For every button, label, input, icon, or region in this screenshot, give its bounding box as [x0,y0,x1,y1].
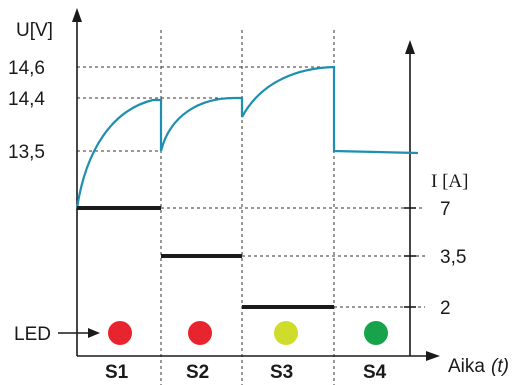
led-label: LED [14,324,51,345]
current-tick-label: 2 [440,298,451,319]
stage-label-s3: S3 [270,362,293,383]
led-indicator-s1 [108,321,132,345]
voltage-axis-label: U[V] [16,20,53,41]
voltage-curve [75,65,419,209]
voltage-tick-label: 14,6 [8,58,45,79]
current-tick-label: 3,5 [440,247,466,268]
voltage-tick-label: 13,5 [8,142,45,163]
stage-label-s2: S2 [186,362,209,383]
voltage-axis-arrow [72,8,82,22]
current-axis-label: I [A] [431,171,468,192]
led-indicator-s3 [274,321,298,345]
time-axis-unit: (t) [491,356,509,377]
stage-label-s1: S1 [105,362,129,383]
voltage-tick-label: 14,4 [8,89,45,110]
current-axis-arrow [405,40,415,54]
time-axis-label: Aika [448,356,485,377]
stage-label-s4: S4 [363,362,387,383]
time-axis-arrow [426,351,440,361]
led-indicator-s4 [364,321,388,345]
led-indicator-s2 [188,321,212,345]
current-tick-label: 7 [440,199,451,220]
led-arrow-head [88,328,100,338]
